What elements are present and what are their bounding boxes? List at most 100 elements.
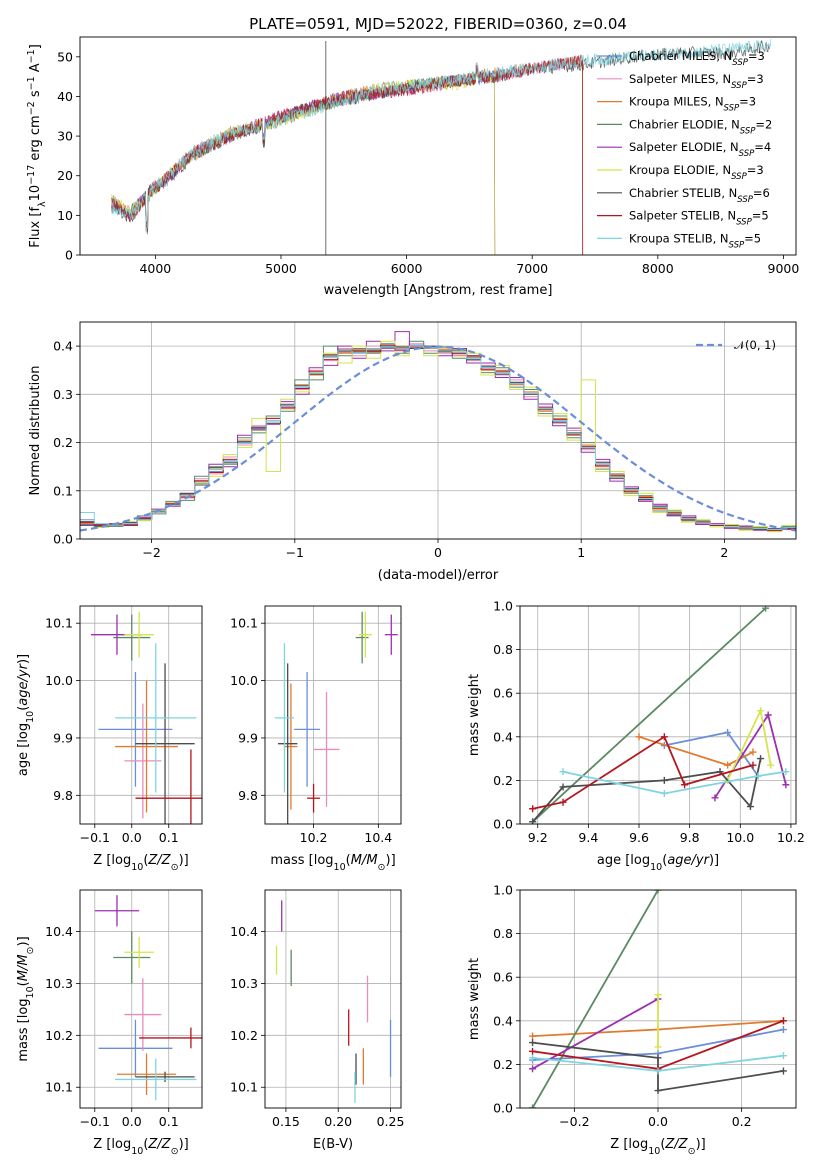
data-point-9 <box>274 643 295 793</box>
y-tick-label: 9.9 <box>238 730 258 745</box>
weight-lines <box>529 890 787 1108</box>
histogram-series <box>80 331 796 539</box>
error-bar-points <box>94 895 202 1101</box>
series-line-8 <box>111 54 584 255</box>
x-tick-label: 0.1 <box>159 830 179 845</box>
x-tick-label: 6000 <box>391 261 423 276</box>
panel-6: −0.1 0.0 0.1 10.1 10.2 10.3 10.4 Z [log10(Z/Z⊙)… <box>16 889 203 1157</box>
axes-frame <box>79 605 203 825</box>
x-tick-label: 9.6 <box>629 830 649 845</box>
y-axis-label: Normed distribution <box>28 366 43 496</box>
data-point-3 <box>116 1053 177 1096</box>
legend-entry-1: Chabrier MILES, NSSP=3 <box>629 49 765 68</box>
data-point-1 <box>98 671 173 787</box>
x-tick-label: 2 <box>720 545 728 560</box>
y-tick-label: 0.4 <box>493 729 513 744</box>
marker-point <box>529 1104 537 1108</box>
y-tick-label: 40 <box>57 89 73 104</box>
legend-entry-5: Salpeter ELODIE, NSSP=4 <box>629 140 771 159</box>
y-tick-label: 10.4 <box>230 924 258 939</box>
y-tick-label: 0.0 <box>493 817 513 832</box>
y-tick-label: 0.8 <box>493 642 513 657</box>
legend-entry-6: Kroupa ELODIE, NSSP=3 <box>629 163 764 182</box>
x-tick-label: 0.2 <box>732 1114 752 1129</box>
marker-point <box>654 1043 662 1051</box>
marker-point <box>529 818 537 824</box>
panel-5: 9.2 9.4 9.6 9.8 10.0 10.2 0.0 0.2 0.4 0.6 0.8 1.0 ma… <box>467 599 805 873</box>
y-tick-label: 30 <box>57 129 73 144</box>
series-line-4 <box>111 69 496 255</box>
axes-frame <box>264 889 402 1109</box>
x-tick-label: 1 <box>577 545 585 560</box>
y-tick-label: 10.1 <box>45 1080 73 1095</box>
y-tick-label: 10.3 <box>230 976 258 991</box>
y-tick-label: 0 <box>65 248 73 263</box>
x-tick-label: 5000 <box>265 261 297 276</box>
data-point-3 <box>115 680 178 813</box>
axes-frame <box>79 889 203 1109</box>
series-line-3 <box>111 55 584 255</box>
x-tick-label: −0.2 <box>559 1114 589 1129</box>
weight-lines <box>529 606 790 824</box>
legend-entry-2: Salpeter MILES, NSSP=3 <box>629 72 764 91</box>
axes-frame <box>519 889 797 1109</box>
marker-point <box>724 761 732 769</box>
marker-point <box>757 707 765 715</box>
axes-frame <box>264 605 402 825</box>
data-point-4 <box>113 614 151 661</box>
y-tick-label: 9.8 <box>53 788 73 803</box>
x-axis-label: age [log10(age/yr)] <box>597 853 719 873</box>
data-point-5 <box>94 895 140 927</box>
grid-lines <box>265 606 401 824</box>
data-point-6 <box>124 611 154 658</box>
series-line-9 <box>111 38 772 234</box>
data-point-1 <box>98 1019 173 1077</box>
series-line-2 <box>111 55 584 255</box>
data-point-9 <box>115 643 197 793</box>
series-line-5 <box>111 65 496 255</box>
data-point-9 <box>115 1058 197 1101</box>
y-tick-label: 1.0 <box>493 883 513 898</box>
marker-point <box>559 768 567 776</box>
x-tick-label: 9.4 <box>578 830 598 845</box>
y-axis-label: age [log10(age/yr)] <box>16 654 36 776</box>
grid-lines <box>265 890 401 1108</box>
marker-point <box>764 711 772 719</box>
series-line-4 <box>714 712 787 799</box>
y-tick-label: 1.0 <box>493 599 513 614</box>
x-tick-label: 10.2 <box>777 830 805 845</box>
y-tick-label: 0.6 <box>493 686 513 701</box>
legend-entry-3: Kroupa MILES, NSSP=3 <box>629 95 756 114</box>
data-point-2 <box>124 978 162 1051</box>
error-bar-points <box>91 611 202 824</box>
y-tick-label: 10.3 <box>45 976 73 991</box>
x-tick-label: −2 <box>142 545 160 560</box>
data-point-6 <box>124 936 154 968</box>
marker-point <box>749 761 757 769</box>
data-point-2 <box>313 692 340 807</box>
y-tick-label: 0.2 <box>493 1057 513 1072</box>
axes-frame <box>79 36 797 256</box>
series-line-1 <box>111 55 584 255</box>
y-tick-label: 0.4 <box>493 1013 513 1028</box>
x-tick-label: 0 <box>434 545 442 560</box>
marker-point <box>529 1039 537 1047</box>
data-point-6 <box>358 611 372 658</box>
marker-point <box>681 781 689 789</box>
x-tick-label: 0.0 <box>648 1114 668 1129</box>
x-tick-label: 7000 <box>516 261 548 276</box>
y-tick-label: 10.0 <box>230 673 258 688</box>
normal-curve <box>80 345 796 532</box>
x-tick-label: 0.15 <box>272 1114 300 1129</box>
x-tick-label: 0.1 <box>159 1114 179 1129</box>
marker-point <box>529 1047 537 1055</box>
marker-point <box>757 755 765 763</box>
series-line-3 <box>531 890 659 1108</box>
series-line-6 <box>532 758 762 823</box>
x-tick-label: −0.1 <box>80 1114 110 1129</box>
marker-point <box>782 781 790 789</box>
x-tick-label: 10.0 <box>726 830 754 845</box>
data-point-3 <box>284 683 298 810</box>
data-point-8 <box>139 1027 202 1049</box>
x-tick-label: 0.0 <box>122 1114 142 1129</box>
